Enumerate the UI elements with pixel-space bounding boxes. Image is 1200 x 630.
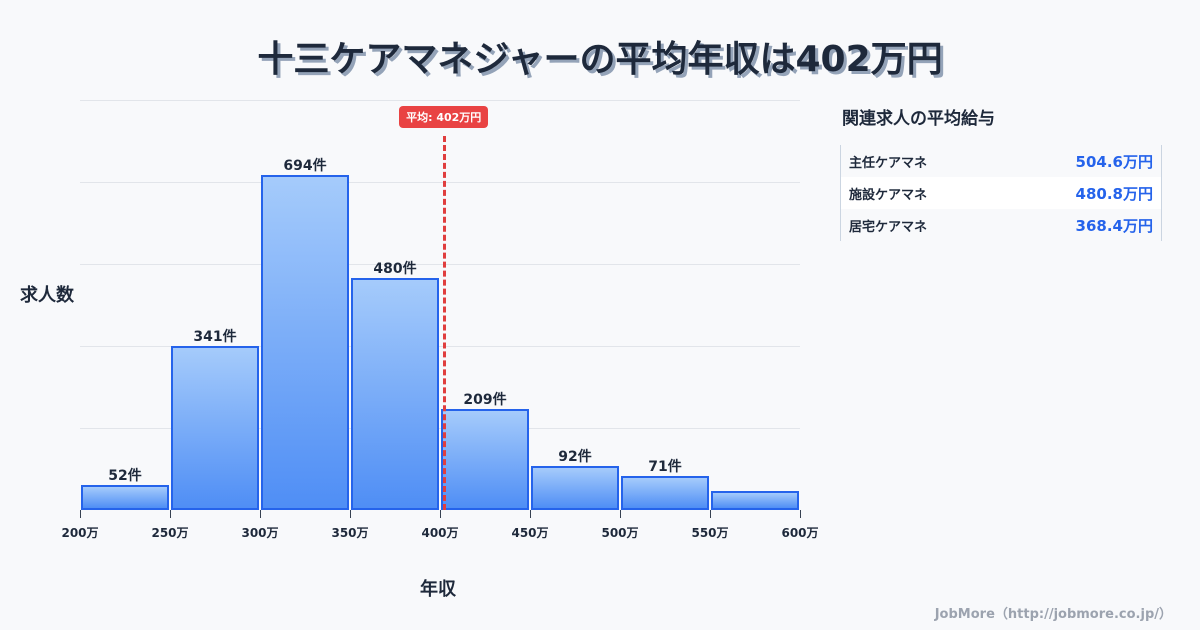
gridline [80,264,800,265]
job-name: 主任ケアマネ [849,155,928,171]
x-tick [350,510,351,518]
gridline [80,428,800,429]
job-salary: 480.8万円 [1075,184,1153,203]
x-tick [620,510,621,518]
x-axis-label: 年収 [420,579,456,600]
histogram-bar [261,175,349,510]
x-tick-label: 200万 [61,526,99,540]
histogram-bar [711,490,799,510]
x-tick-label: 450万 [511,526,549,540]
table-row: 居宅ケアマネ 368.4万円 [841,209,1161,241]
x-tick [170,510,171,518]
x-tick [80,510,81,518]
bar-value-label: 341件 [193,328,237,345]
histogram-bar [621,475,709,510]
table-row: 施設ケアマネ 480.8万円 [841,177,1161,209]
histogram-plot: 52件 341件 694件 480件 209件 92件 71件 200万 250万 300万 350… [61,100,819,540]
bar-value-label: 209件 [463,392,507,409]
gridline [80,100,800,101]
y-axis-label: 求人数 [20,285,74,306]
x-tick-label: 350万 [331,526,369,540]
x-tick [800,510,801,518]
related-salary-table: 主任ケアマネ 504.6万円 施設ケアマネ 480.8万円 居宅ケアマネ 368… [840,145,1162,241]
related-salary-title: 関連求人の平均給与 [842,109,995,129]
histogram-bar [441,409,529,510]
average-badge: 平均: 402万円 [399,106,489,128]
credit: JobMore（http://jobmore.co.jp/） [934,607,1172,622]
page-title: 十三ケアマネジャーの平均年収は402万円 [257,39,943,80]
histogram-bar [351,278,439,510]
histogram-bar [171,345,259,510]
gridline [80,346,800,347]
bar-value-label: 694件 [283,158,327,175]
table-row: 主任ケアマネ 504.6万円 [841,145,1161,177]
x-tick-label: 550万 [691,526,729,540]
bar-value-label: 52件 [108,467,142,484]
job-salary: 504.6万円 [1075,152,1153,171]
histogram-bar [531,465,619,510]
x-tick-label: 600万 [781,526,819,540]
x-tick-label: 400万 [421,526,459,540]
gridline [80,182,800,183]
bar-value-label: 71件 [648,458,682,475]
x-tick-label: 300万 [241,526,279,540]
x-tick-label: 500万 [601,526,639,540]
x-tick [440,510,441,518]
job-name: 居宅ケアマネ [849,219,928,235]
bar-value-label: 480件 [373,261,417,278]
job-name: 施設ケアマネ [849,187,928,203]
x-tick [260,510,261,518]
average-line [442,136,446,510]
bar-value-label: 92件 [558,448,592,465]
job-salary: 368.4万円 [1075,216,1153,235]
x-tick [710,510,711,518]
x-tick [530,510,531,518]
x-tick-label: 250万 [151,526,189,540]
histogram-bar [81,484,169,510]
